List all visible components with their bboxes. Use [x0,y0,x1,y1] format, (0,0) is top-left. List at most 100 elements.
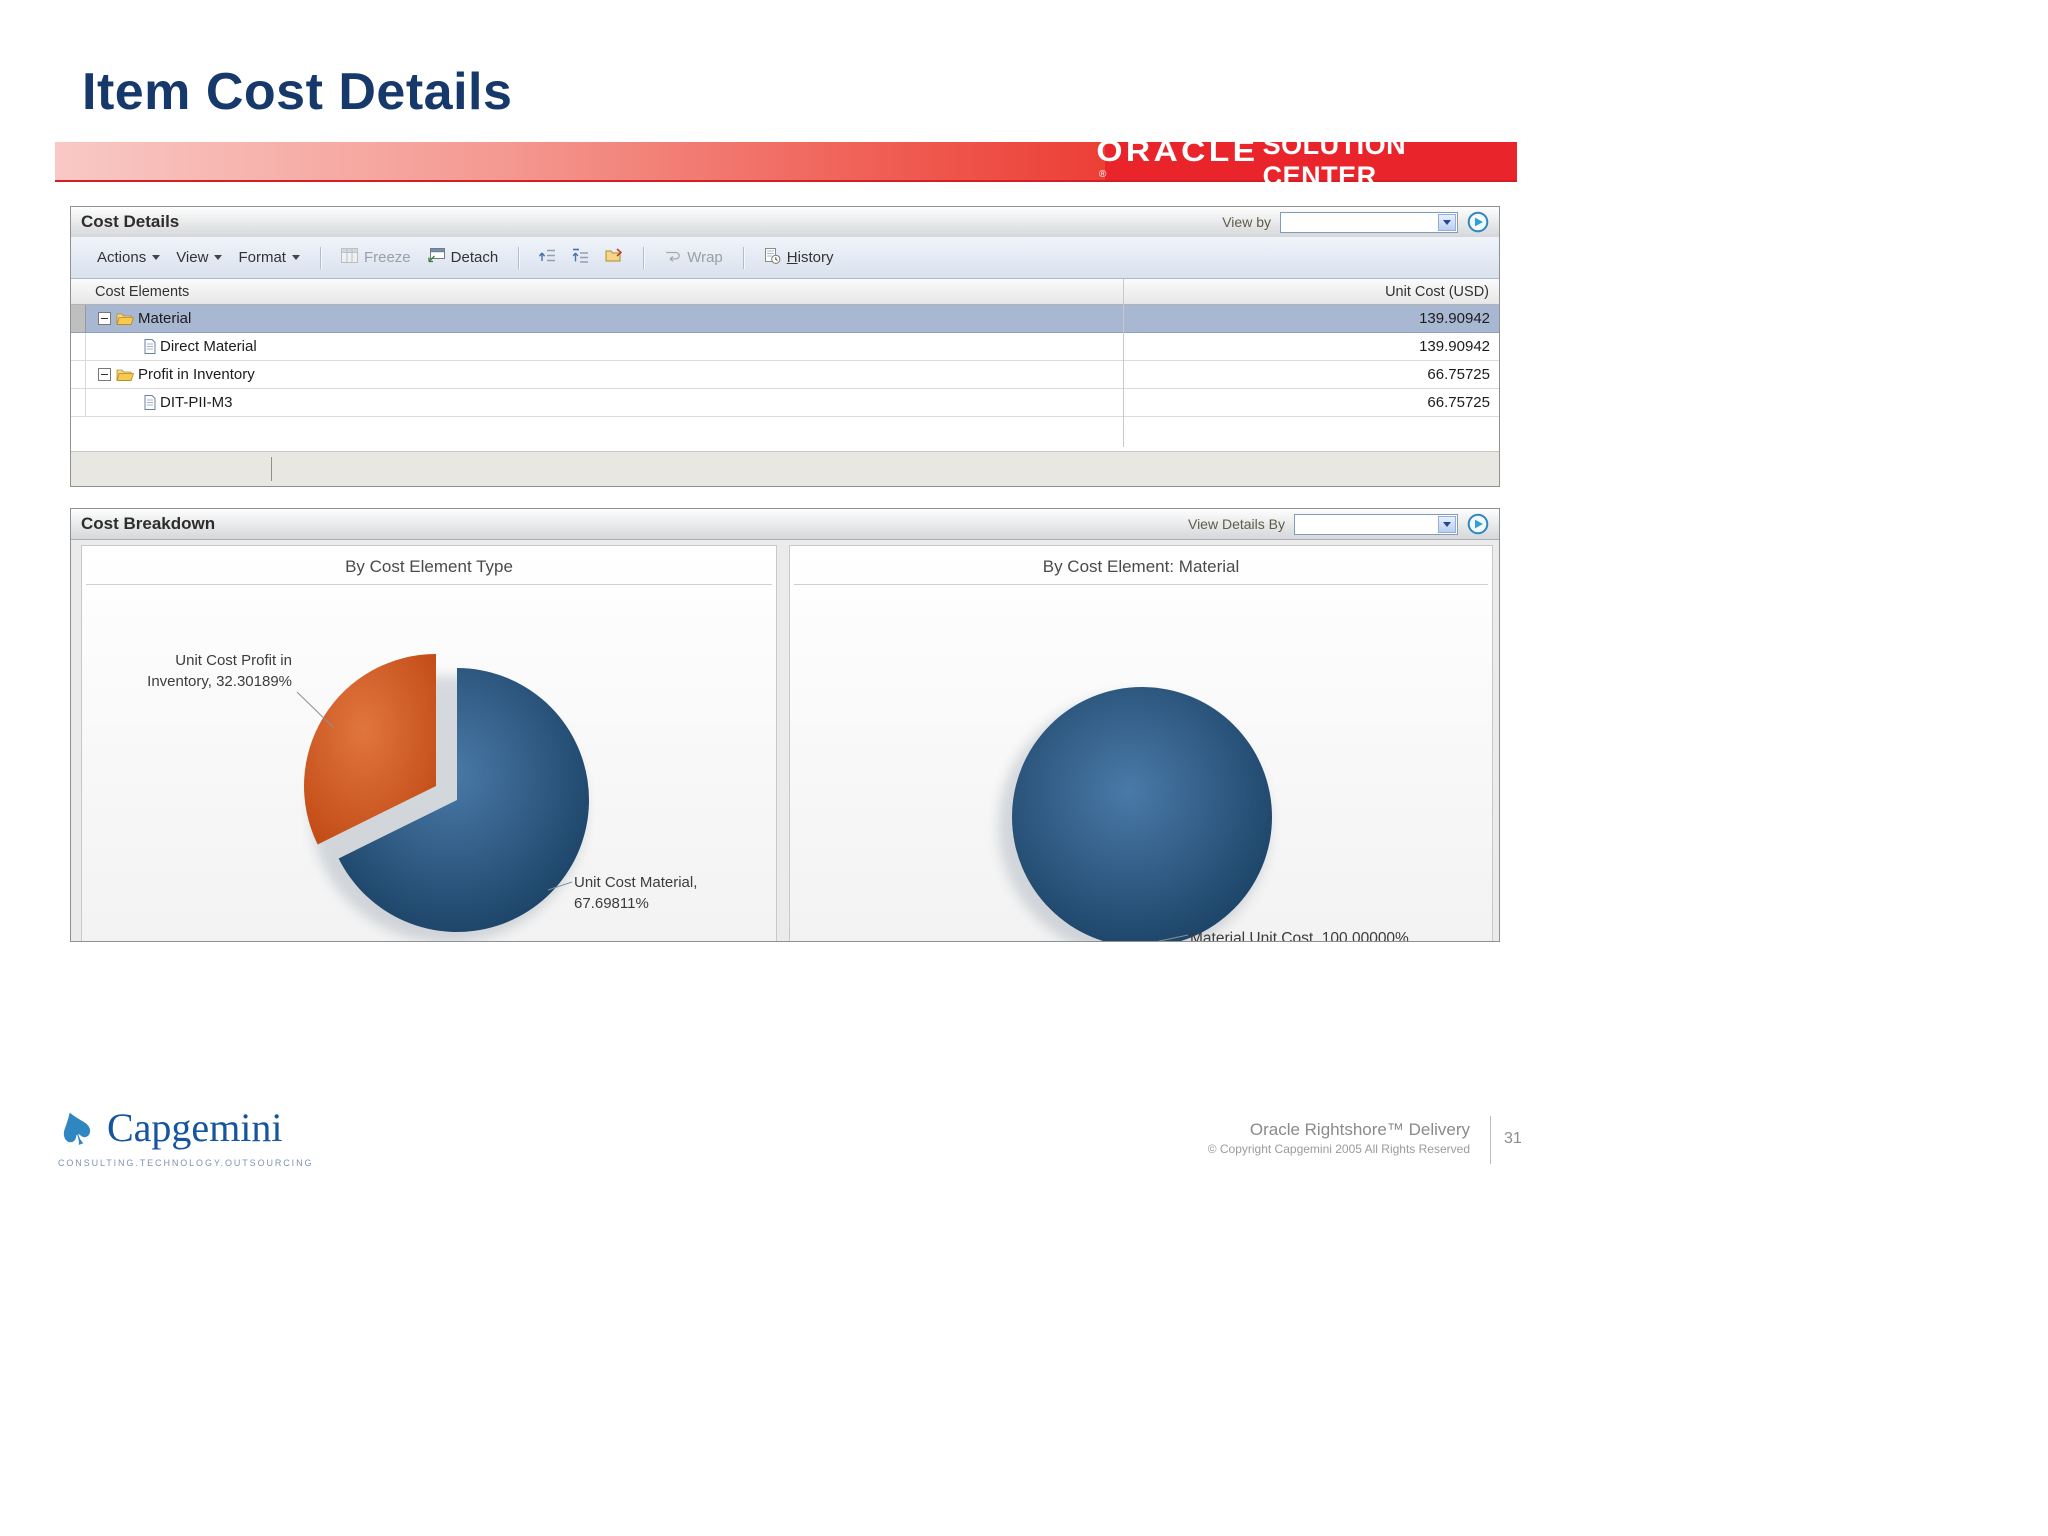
freeze-icon [340,248,358,267]
actions-menu-label: Actions [97,249,147,266]
capgemini-wordmark: Capgemini [107,1105,283,1150]
toolbar-separator [319,246,321,269]
chart-title-rule [86,584,772,585]
cost-details-header: Cost Details View by [71,207,1499,238]
wrap-label: Wrap [687,249,723,266]
cost-breakdown-panel: Cost Breakdown View Details By By Cost E… [70,508,1500,942]
toolbar-separator [518,246,520,269]
show-as-top-icon[interactable] [605,248,623,267]
go-icon[interactable] [1467,513,1489,535]
cost-details-title: Cost Details [81,212,180,231]
detach-button[interactable]: Detach [427,248,499,267]
material-slice-label: Unit Cost Material, 67.69811% [574,874,698,912]
red-banner: ORACLE® SOLUTION CENTER [55,130,1517,191]
oracle-solution-center-badge: ORACLE® SOLUTION CENTER [1096,130,1517,191]
history-label: History [786,249,834,266]
cost-elements-table: Material 139.90942 Direct Material 139.9… [71,305,1499,417]
table-row[interactable]: Direct Material 139.90942 [71,333,1499,361]
wrap-button: Wrap [664,249,723,266]
cost-breakdown-header: Cost Breakdown View Details By [71,509,1499,540]
pie-graphic [998,687,1272,942]
view-menu-label: View [176,249,209,266]
document-icon [144,395,156,410]
unit-cost-value: 139.90942 [1419,310,1490,327]
detach-icon [427,248,445,267]
view-details-by-dropdown[interactable] [1294,513,1458,535]
unit-cost-value: 66.75725 [1427,394,1490,411]
profit-slice-label: Unit Cost Profit in Inventory, 32.30189% [147,652,292,690]
footer-divider [1490,1116,1491,1164]
history-icon [764,247,781,268]
unit-cost-value: 139.90942 [1419,338,1490,355]
view-details-by-label: View Details By [1187,516,1285,532]
row-header-cell[interactable] [71,333,86,360]
toolbar-separator [643,246,645,269]
pie-slice-material[interactable] [338,668,590,932]
pie-slice-material-unit-cost[interactable] [1012,687,1272,942]
go-up-icon[interactable] [539,248,556,267]
row-header-cell[interactable] [71,389,86,416]
page-number: 31 [1504,1130,1522,1147]
actions-menu[interactable]: Actions [97,249,161,266]
history-button[interactable]: History [764,247,834,268]
table-row[interactable]: DIT-PII-M3 66.75725 [71,389,1499,417]
table-header: Cost Elements Unit Cost (USD) [71,279,1499,305]
view-by-dropdown[interactable] [1280,211,1458,233]
unit-cost-value: 66.75725 [1427,366,1490,383]
delivery-line: Oracle Rightshore™ Delivery [1249,1120,1470,1139]
folder-icon [116,312,134,325]
chart-title: By Cost Element Type [345,557,513,576]
go-to-top-icon[interactable] [572,248,589,267]
row-header-cell[interactable] [71,305,86,332]
scrollbar-divider [271,457,272,481]
cost-element-label: Material [138,310,192,327]
oracle-logo: ORACLE® [1096,135,1259,180]
folder-icon [116,368,134,381]
document-icon [144,339,156,354]
cost-element-label: Direct Material [160,338,257,355]
dropdown-arrow-icon[interactable] [1438,213,1456,231]
page-title: Item Cost Details [82,63,513,121]
chart-title: By Cost Element: Material [1042,557,1240,576]
detach-label: Detach [450,249,499,266]
material-unit-cost-label: Material Unit Cost, 100.00000% [1190,930,1409,942]
pie-slice-profit-in-inventory[interactable] [304,654,436,845]
column-header-unit-cost[interactable]: Unit Cost (USD) [1385,283,1489,300]
pie-chart-by-cost-element-material: By Cost Element: Material Material Unit … [789,545,1493,942]
collapse-toggle-icon[interactable] [98,368,111,381]
chevron-down-icon [152,255,161,260]
copyright-line: © Copyright Capgemini 2005 All Rights Re… [1207,1142,1470,1156]
view-by-label: View by [1222,214,1271,230]
pie-graphic [296,654,590,941]
dropdown-arrow-icon[interactable] [1438,515,1456,533]
toolbar-separator [742,246,744,269]
collapse-toggle-icon[interactable] [98,312,111,325]
view-menu[interactable]: View [176,249,223,266]
chevron-down-icon [214,255,223,260]
solution-center-label: SOLUTION CENTER [1262,130,1407,191]
freeze-label: Freeze [363,249,411,266]
go-icon[interactable] [1467,211,1489,233]
toolbar: Actions View Format Freeze [71,237,1499,279]
cost-details-panel: Cost Details View by Actions [70,206,1500,487]
column-header-cost-elements[interactable]: Cost Elements [95,283,190,300]
format-menu[interactable]: Format [238,249,300,266]
cost-element-label: Profit in Inventory [138,366,255,383]
capgemini-tagline: CONSULTING.TECHNOLOGY.OUTSOURCING [58,1158,314,1168]
pie-chart-by-cost-element-type: By Cost Element Type [81,545,777,941]
column-divider [1123,279,1124,447]
capgemini-spade-icon: ♠ [47,1096,105,1162]
freeze-button: Freeze [340,248,411,267]
cost-element-label: DIT-PII-M3 [160,394,233,411]
wrap-icon [664,249,681,266]
table-scrollbar-track[interactable] [71,451,1499,486]
table-row[interactable]: Material 139.90942 [71,305,1499,333]
chart-title-rule [794,584,1488,585]
row-header-cell[interactable] [71,361,86,388]
cost-breakdown-title: Cost Breakdown [81,514,216,533]
footer-text: Oracle Rightshore™ Delivery © Copyright … [1180,1120,1470,1156]
chevron-down-icon [291,255,300,260]
format-menu-label: Format [238,249,286,266]
table-row[interactable]: Profit in Inventory 66.75725 [71,361,1499,389]
